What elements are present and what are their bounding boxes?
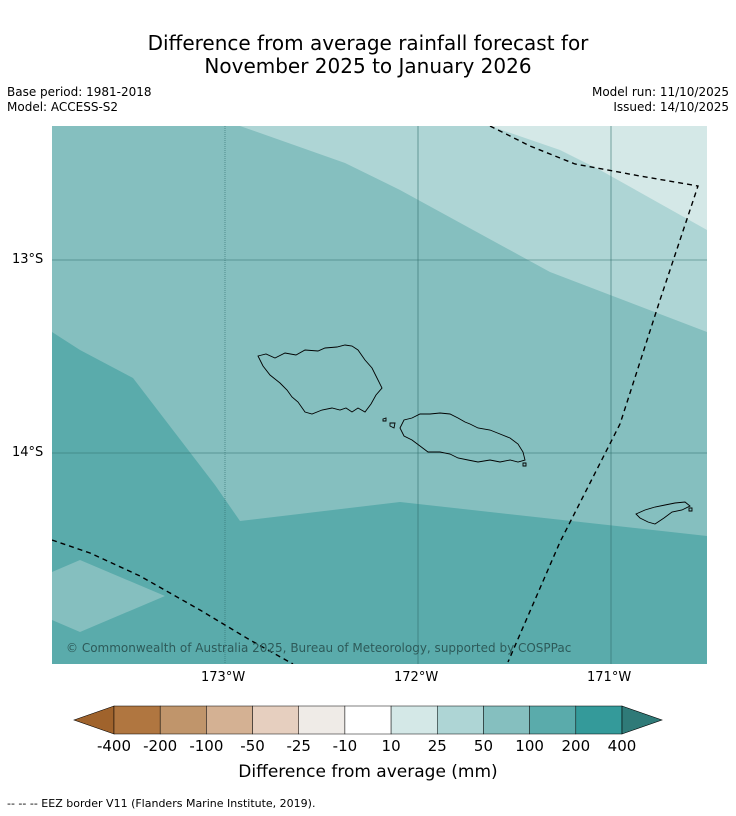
- upolu-island: [399, 412, 526, 463]
- tutuila-islet: [688, 507, 693, 512]
- footnote: -- -- -- EEZ border V11 (Flanders Marine…: [7, 797, 316, 810]
- colorbar-segment: [344, 705, 392, 735]
- colorbar-title: Difference from average (mm): [238, 762, 498, 782]
- lat-label-14s: 14°S: [12, 445, 44, 460]
- model-name: Model: ACCESS-S2: [7, 100, 119, 114]
- colorbar-tick-label: -50: [240, 737, 265, 755]
- colorbar-segment: [206, 705, 253, 735]
- region-10-25: [490, 126, 707, 230]
- colorbar-tick-label: -400: [96, 737, 132, 755]
- small-islet-1: [382, 417, 387, 422]
- colorbar-segment: [529, 705, 577, 735]
- small-islet-3: [522, 462, 527, 467]
- lat-label-13s: 13°S: [12, 252, 44, 267]
- eez-border-southwest: [52, 539, 294, 664]
- colorbar-tick-label: -100: [189, 737, 224, 755]
- region-50-100-patch: [52, 560, 165, 632]
- colorbar-tick-label: 25: [427, 737, 447, 755]
- colorbar-tick-label: 10: [381, 737, 401, 755]
- colorbar-extend-low: [73, 705, 115, 735]
- graticule: [52, 126, 707, 664]
- model-run: Model run: 11/10/2025: [591, 85, 729, 99]
- title-line-1: Difference from average rainfall forecas…: [147, 31, 589, 55]
- region-25-50: [240, 126, 707, 332]
- title-line-2: November 2025 to January 2026: [204, 54, 532, 78]
- colorbar-segment: [575, 705, 623, 735]
- colorbar: [73, 705, 663, 735]
- colorbar-tick-label: 200: [561, 737, 591, 755]
- colorbar-extend-high: [621, 705, 663, 735]
- colorbar-tick-label: 400: [607, 737, 637, 755]
- tutuila-island: [635, 501, 691, 525]
- colorbar-segment: [390, 705, 438, 735]
- issued-date: Issued: 14/10/2025: [613, 100, 729, 114]
- meta-left: Base period: 1981-2018 Model: ACCESS-S2: [7, 85, 152, 115]
- map-area: [52, 126, 707, 664]
- colorbar-tick-label: -25: [286, 737, 311, 755]
- eez-border-east: [489, 126, 699, 663]
- lon-label-172w: 172°W: [394, 670, 439, 685]
- colorbar-segment: [298, 705, 346, 735]
- colorbar-tick-label: -10: [332, 737, 358, 755]
- copyright-text: © Commonwealth of Australia 2025, Bureau…: [66, 641, 572, 655]
- small-islet-2: [389, 422, 396, 429]
- colorbar-tick-label: 100: [515, 737, 544, 755]
- colorbar-tick-label: 50: [473, 737, 493, 755]
- colorbar-segment: [483, 705, 530, 735]
- lon-label-173w: 173°W: [201, 670, 246, 685]
- savaii-island: [257, 344, 383, 415]
- lon-label-171w: 171°W: [587, 670, 632, 685]
- colorbar-segment: [437, 705, 484, 735]
- colorbar-segment: [252, 705, 299, 735]
- base-period: Base period: 1981-2018: [7, 85, 152, 99]
- meta-right: Model run: 11/10/2025 Issued: 14/10/2025: [592, 85, 729, 115]
- colorbar-segment: [159, 705, 207, 735]
- colorbar-tick-label: -200: [143, 737, 178, 755]
- chart-title: Difference from average rainfall forecas…: [0, 32, 736, 78]
- colorbar-segment: [113, 705, 161, 735]
